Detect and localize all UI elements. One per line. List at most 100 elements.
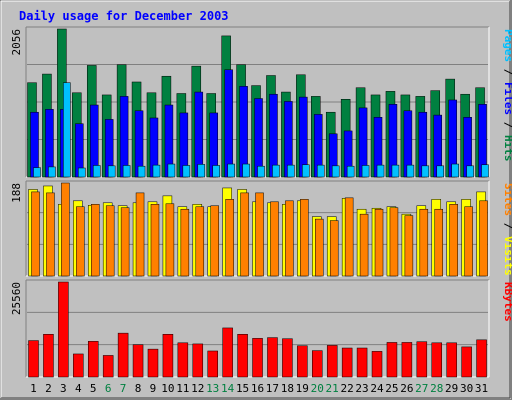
bar-kbytes [87, 341, 99, 378]
panel-top: 2056 Pages / Files / Hits [10, 26, 512, 178]
bar-pages [346, 165, 355, 178]
y-max-label-middle: 188 [10, 183, 23, 203]
bar-pages [227, 163, 235, 178]
bar-kbytes [102, 355, 114, 378]
day-label: 6 [105, 382, 112, 395]
day-label: 15 [236, 382, 249, 395]
bar-sites [225, 199, 234, 277]
bar-pages [317, 164, 325, 178]
bar-files [30, 111, 39, 178]
bar-sites [76, 206, 85, 277]
bar-kbytes [297, 345, 308, 378]
day-label: 13 [206, 382, 219, 395]
bar-sites [434, 208, 444, 277]
bar-pages [376, 164, 385, 178]
bar-kbytes [401, 342, 413, 378]
day-label: 2 [45, 382, 52, 395]
bar-kbytes [192, 343, 204, 378]
bar-sites [300, 199, 309, 277]
bar-pages [257, 165, 265, 178]
day-label: 16 [251, 382, 264, 395]
bar-pages [436, 165, 445, 178]
bar-pages [421, 165, 430, 178]
bar-kbytes [461, 346, 472, 378]
bar-kbytes [371, 351, 383, 378]
bar-sites [270, 201, 279, 277]
day-label: 7 [120, 382, 127, 395]
day-label: 12 [191, 382, 204, 395]
bar-kbytes [282, 338, 293, 378]
legend-bottom: KBytes [502, 282, 512, 322]
bar-kbytes [177, 342, 189, 378]
bar-kbytes [356, 347, 368, 378]
bar-pages [242, 163, 250, 178]
bar-sites [150, 204, 160, 277]
bar-kbytes [207, 350, 218, 378]
day-label: 10 [161, 382, 174, 395]
bar-sites [359, 213, 369, 277]
bar-kbytes [341, 347, 353, 378]
x-axis-day-labels: 1 2 3 4 5 6 7 8 9 10 11 12 13 14 15 16 17 18 19 20 21 22 23 24 2… [30, 382, 488, 395]
bar-pages [361, 165, 370, 178]
bar-pages [272, 164, 280, 178]
day-label: 29 [445, 382, 458, 395]
bar-pages [152, 164, 161, 178]
bar-kbytes [73, 353, 84, 378]
bar-sites [285, 200, 294, 277]
bar-sites [90, 204, 100, 277]
legend-middle: Sites / Visits [502, 183, 512, 276]
day-label: 1 [30, 382, 37, 395]
day-label: 4 [75, 382, 82, 395]
day-label: 8 [135, 382, 142, 395]
bar-pages [107, 165, 116, 178]
bar-pages [331, 165, 340, 178]
bar-kbytes [267, 337, 278, 378]
bar-kbytes [476, 339, 487, 378]
bar-kbytes [162, 334, 174, 378]
bar-kbytes [326, 345, 338, 378]
panel-bottom: 25560 KBytes [10, 279, 512, 378]
bar-pages [197, 164, 206, 178]
bar-pages [167, 163, 176, 178]
bar-kbytes [58, 281, 69, 378]
bar-sites [404, 215, 414, 277]
day-label: 3 [60, 382, 67, 395]
bar-sites [419, 208, 429, 277]
day-label: 31 [475, 382, 488, 395]
chart-title: Daily usage for December 2003 [19, 9, 229, 23]
bar-sites [329, 220, 339, 277]
bar-pages [122, 165, 131, 178]
panel-middle: 188 Sites / Visits [10, 180, 512, 277]
bar-pages [212, 165, 220, 178]
bar-pages [287, 164, 295, 178]
legend-item: Visits [502, 236, 512, 276]
legend-top: Pages / Files / Hits [502, 29, 512, 162]
y-max-label-top: 2056 [10, 29, 23, 56]
bar-pages [78, 167, 86, 178]
bar-pages [481, 164, 489, 178]
bar-kbytes [446, 342, 457, 378]
day-label: 20 [311, 382, 324, 395]
legend-item: Sites [502, 183, 512, 216]
legend-item: KBytes [502, 282, 512, 322]
bar-kbytes [386, 342, 398, 378]
legend-item: / [502, 62, 512, 82]
bar-sites [255, 192, 264, 277]
bar-sites [135, 192, 145, 277]
day-label: 23 [355, 382, 368, 395]
bar-pages [466, 165, 474, 178]
bar-sites [240, 192, 249, 277]
day-label: 30 [460, 382, 473, 395]
bar-sites [165, 203, 175, 277]
bar-sites [195, 206, 205, 277]
y-max-label-bottom: 25560 [10, 282, 23, 315]
bar-sites [449, 204, 458, 277]
bar-kbytes [237, 334, 248, 378]
legend-item: Files [502, 82, 512, 115]
legend-item: / [502, 115, 512, 135]
bar-sites [374, 208, 384, 277]
day-label: 25 [385, 382, 398, 395]
bar-sites [464, 206, 473, 277]
bar-files [269, 93, 278, 178]
